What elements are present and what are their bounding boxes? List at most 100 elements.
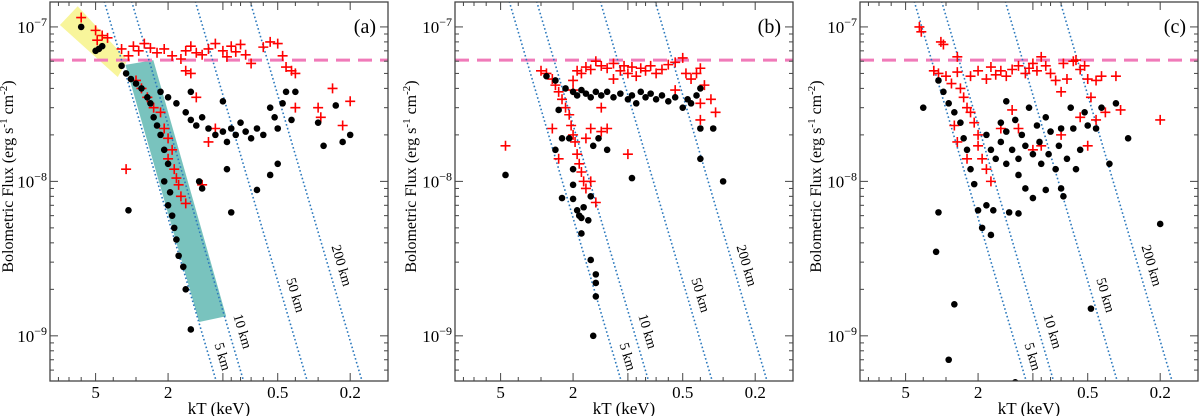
data-point-cross [691,68,702,79]
data-point-dot [164,94,172,101]
data-point-cross [928,65,939,76]
data-point-dot [1076,146,1084,154]
data-point-dot [187,116,195,124]
data-point-dot [271,113,278,121]
data-point-cross [258,42,269,53]
data-point-dot [279,100,286,107]
data-point-dot [1070,125,1077,132]
y-tick-exponent: −8 [844,169,857,183]
radius-line-label: 200 km [328,243,354,288]
data-point-dot [1052,165,1059,173]
data-point-dot [157,88,164,96]
radius-line-label: 5 km [210,341,232,373]
data-point-cross [191,92,202,103]
data-point-dot [983,202,990,209]
data-point-cross [608,58,619,69]
data-point-dot [565,135,573,142]
data-point-dot [552,146,559,154]
data-point-cross [217,45,228,56]
data-point-dot [1002,160,1010,168]
data-point-dot [1005,209,1013,216]
data-point-dot [1042,113,1050,121]
data-point-cross [1096,71,1107,82]
data-point-dot [587,193,595,200]
data-point-dot [212,131,219,139]
data-point-cross [645,60,656,71]
y-tick-base: 10 [17,18,34,37]
data-point-dot [1012,379,1019,381]
data-point-dot [1057,125,1065,132]
data-point-dot [182,286,190,293]
data-point-dot [578,214,585,222]
data-point-dot [227,125,235,132]
data-point-dot [346,131,354,139]
data-point-dot [573,92,581,99]
radius-line-label: 200 km [733,243,759,288]
data-point-dot [1022,142,1029,150]
data-point-cross [585,123,596,134]
data-point-cross [995,65,1006,76]
data-point-cross [1110,71,1121,82]
data-point-dot [960,135,967,142]
data-point-dot [173,236,180,243]
data-point-cross [180,65,191,76]
data-point-cross [580,133,591,144]
data-point-cross [173,179,184,190]
data-point-cross [553,86,564,97]
data-point-dot [543,72,550,80]
data-point-cross [1075,112,1086,123]
y-tick-label: 10−8 [17,169,47,191]
data-point-dot [580,203,587,211]
data-point-dot [647,90,654,97]
data-point-dot [219,97,227,105]
data-point-cross [123,50,134,61]
data-point-dot [687,100,695,107]
data-point-dot [552,77,559,84]
data-point-dot [260,131,267,139]
data-point-cross [1070,55,1081,66]
data-point-dot [584,216,592,224]
data-point-cross [574,158,585,169]
y-tick-label: 10−7 [422,15,452,37]
data-point-dot [266,104,274,111]
y-tick-label: 10−7 [17,15,47,37]
data-point-dot [157,131,164,139]
y-tick-label: 10−8 [422,169,452,191]
data-point-dot [118,62,125,70]
data-point-cross [1100,107,1111,118]
data-point-dot [595,135,602,142]
x-axis-label: kT (keV) [998,399,1060,416]
data-point-cross [536,65,547,76]
data-point-dot [1011,116,1019,124]
data-point-dot [603,146,611,154]
data-point-cross [585,64,596,75]
data-point-dot [153,122,161,129]
data-point-dot [179,263,187,271]
data-point-cross [1091,114,1102,125]
data-point-cross [235,39,246,50]
data-point-cross [670,85,681,96]
data-point-cross [145,43,156,54]
data-point-dot [974,206,982,214]
data-point-dot [569,165,577,173]
data-point-cross [1013,60,1024,71]
x-tick-label: 5 [496,383,505,402]
data-point-dot [320,142,327,150]
data-point-cross [933,68,944,79]
data-point-dot [967,165,974,173]
y-axis-label-main: Bolometric Flux (erg s [0,128,17,273]
data-point-dot [164,160,172,168]
data-point-cross [572,149,583,160]
data-point-cross [148,102,159,113]
data-point-cross [1091,75,1102,86]
data-point-dot [589,142,597,150]
data-point-dot [658,92,666,99]
y-axis-label-mid: cm [808,94,825,118]
data-point-dot [617,90,624,97]
plot-area [50,2,388,381]
data-point-cross [635,63,646,74]
data-point-dot [987,231,995,239]
y-tick-exponent: −9 [844,324,857,338]
y-axis-label-main: Bolometric Flux (erg s [403,128,420,273]
data-point-dot [679,104,687,111]
